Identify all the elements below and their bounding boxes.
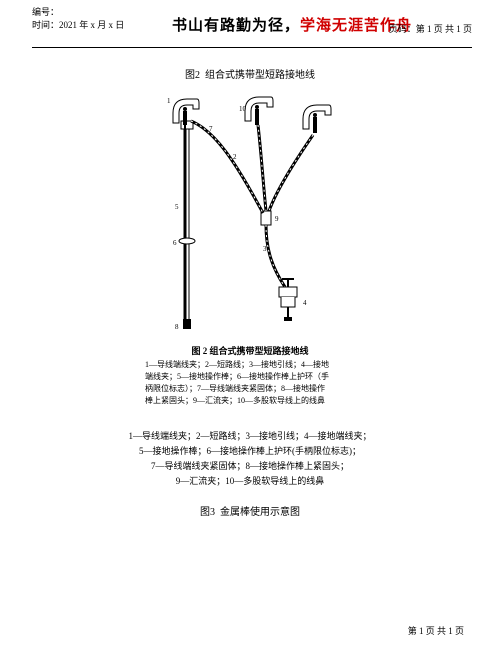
label-6: 6 — [173, 239, 177, 247]
figure2-caption-line2: 端线夹；5—接地操作棒；6—接地操作棒上护环（手 — [145, 371, 355, 383]
operating-pole — [179, 121, 195, 329]
figure3-title-text: 金属棒使用示意图 — [220, 507, 300, 518]
figure2-title-prefix: 图2 — [185, 70, 200, 81]
legend: 1—导线端线夹；2—短路线；3—接地引线；4—接地端线夹； 5—接地操作棒；6—… — [90, 429, 410, 489]
figure2-caption-line4: 棒上紧固头；9—汇流夹；10—多股软导线上的线鼻 — [145, 395, 355, 407]
label-7: 7 — [209, 125, 213, 133]
figure3-title-prefix: 图3 — [200, 507, 215, 518]
clamp-1 — [173, 99, 199, 133]
clamp-right — [303, 105, 331, 133]
bianhao-label: 编号： — [32, 6, 124, 19]
footer-text: 第 1 页 共 1 页 — [408, 626, 464, 636]
ground-lead — [266, 225, 285, 287]
ground-clamp — [279, 279, 297, 321]
legend-line3: 7—导线端线夹紧固体；8—接地操作棒上紧固头； — [90, 459, 410, 474]
figure2-embedded-caption: 图 2 组合式携带型短路接地线 1—导线端线夹；2—短路线；3—接地引线；4—接… — [145, 345, 355, 407]
legend-line2: 5—接地操作棒；6—接地操作棒上护环(手柄限位标志)； — [90, 444, 410, 459]
clamp-mid — [245, 97, 273, 125]
page-label: 页码： — [389, 24, 416, 34]
header-motto: 书山有路勤为径，学海无涯苦作舟 — [172, 14, 412, 35]
page-value: 第 1 页 共 1 页 — [416, 24, 472, 34]
header: 编号： 时间：2021 年 x 月 x 日 书山有路勤为径，学海无涯苦作舟 页码… — [32, 0, 472, 48]
page: 编号： 时间：2021 年 x 月 x 日 书山有路勤为径，学海无涯苦作舟 页码… — [0, 0, 500, 647]
time-value: 2021 年 x 月 x 日 — [59, 20, 124, 30]
figure2-svg: 1 2 3 4 5 6 7 8 9 10 — [145, 91, 355, 341]
label-3: 3 — [263, 245, 267, 253]
figure2-drawing: 1 2 3 4 5 6 7 8 9 10 — [145, 91, 355, 341]
label-8: 8 — [175, 323, 179, 331]
figure2-caption-title: 图 2 组合式携带型短路接地线 — [145, 345, 355, 357]
label-9: 9 — [275, 215, 279, 223]
header-left: 编号： 时间：2021 年 x 月 x 日 — [32, 6, 124, 32]
label-1: 1 — [167, 97, 171, 105]
label-4: 4 — [303, 299, 307, 307]
figure3-title: 图3 金属棒使用示意图 — [0, 503, 500, 518]
label-2: 2 — [233, 153, 237, 161]
cables — [191, 121, 313, 213]
figure2-title-text: 组合式携带型短路接地线 — [205, 70, 315, 81]
time-row: 时间：2021 年 x 月 x 日 — [32, 19, 124, 32]
legend-line4: 9—汇流夹；10—多股软导线上的线鼻 — [90, 474, 410, 489]
figure2-title: 图2 组合式携带型短路接地线 — [0, 66, 500, 81]
label-5: 5 — [175, 203, 179, 211]
figure2-caption-line3: 柄限位标志）；7—导线端线夹紧固体；8—接地操作 — [145, 383, 355, 395]
header-page: 页码：第 1 页 共 1 页 — [389, 22, 472, 35]
time-label: 时间： — [32, 20, 59, 30]
legend-line1: 1—导线端线夹；2—短路线；3—接地引线；4—接地端线夹； — [90, 429, 410, 444]
label-10: 10 — [239, 105, 247, 113]
footer: 第 1 页 共 1 页 — [408, 624, 464, 637]
motto-black: 书山有路勤为径， — [172, 18, 300, 34]
figure2-caption-line1: 1—导线端线夹；2—短路线；3—接地引线；4—接地 — [145, 359, 355, 371]
